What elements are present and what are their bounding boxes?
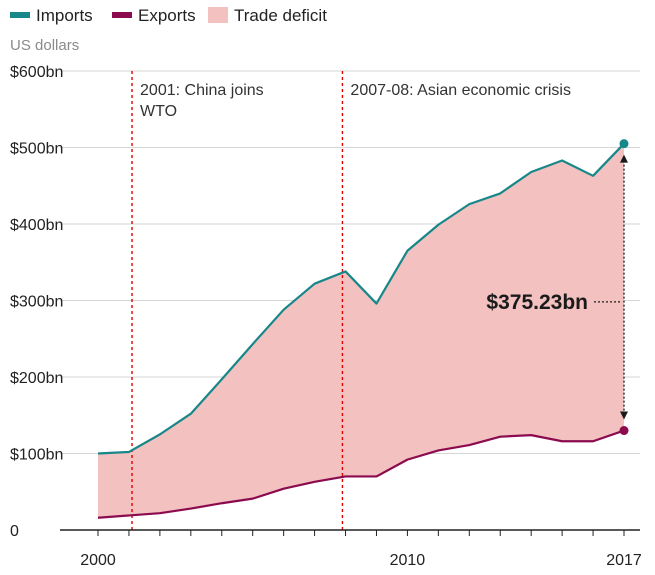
axis-group	[60, 529, 640, 536]
deficit-gap-annotation: $375.23bn	[486, 154, 628, 420]
x-tick-label: 2017	[606, 552, 642, 569]
deficit-area	[98, 143, 624, 518]
y-tick-label: 0	[10, 523, 19, 540]
legend-swatch-deficit	[208, 7, 228, 23]
y-tick-label: $600bn	[10, 64, 63, 81]
annotation-text: 2001: China joins	[140, 82, 264, 99]
y-tick-label: $500bn	[10, 141, 63, 158]
deficit-area-group	[98, 143, 624, 518]
legend: Imports Exports Trade deficit	[10, 6, 327, 25]
y-tick-label: $300bn	[10, 294, 63, 311]
series-line-imports	[97, 142, 625, 455]
gap-arrow-head-down	[620, 411, 628, 420]
legend-label-exports: Exports	[138, 6, 196, 25]
deficit-value-label: $375.23bn	[486, 291, 588, 314]
legend-label-imports: Imports	[36, 6, 93, 25]
endpoint-marker-imports	[619, 139, 629, 149]
annotation-text: WTO	[140, 103, 177, 120]
legend-label-deficit: Trade deficit	[234, 6, 327, 25]
gap-arrow-head-up	[620, 154, 628, 163]
legend-swatch-imports	[10, 12, 30, 18]
annotation-group: 2001: China joins WTO 2007-08: Asian econo…	[131, 71, 571, 530]
y-unit-label: US dollars	[10, 37, 79, 54]
y-tick-labels: 0 $100bn $200bn $300bn $400bn $500bn $600bn	[10, 64, 63, 540]
y-tick-label: $200bn	[10, 370, 63, 387]
y-tick-label: $400bn	[10, 217, 63, 234]
series-line-group	[97, 139, 629, 519]
annotation-text: 2007-08: Asian economic crisis	[350, 82, 571, 99]
legend-swatch-exports	[112, 12, 132, 18]
x-tick-labels: 2000 2010 2017	[80, 552, 642, 569]
series-line-exports	[97, 429, 625, 519]
endpoint-marker-exports	[619, 426, 629, 436]
y-tick-label: $100bn	[10, 447, 63, 464]
x-tick-label: 2010	[390, 552, 426, 569]
x-tick-label: 2000	[80, 552, 116, 569]
